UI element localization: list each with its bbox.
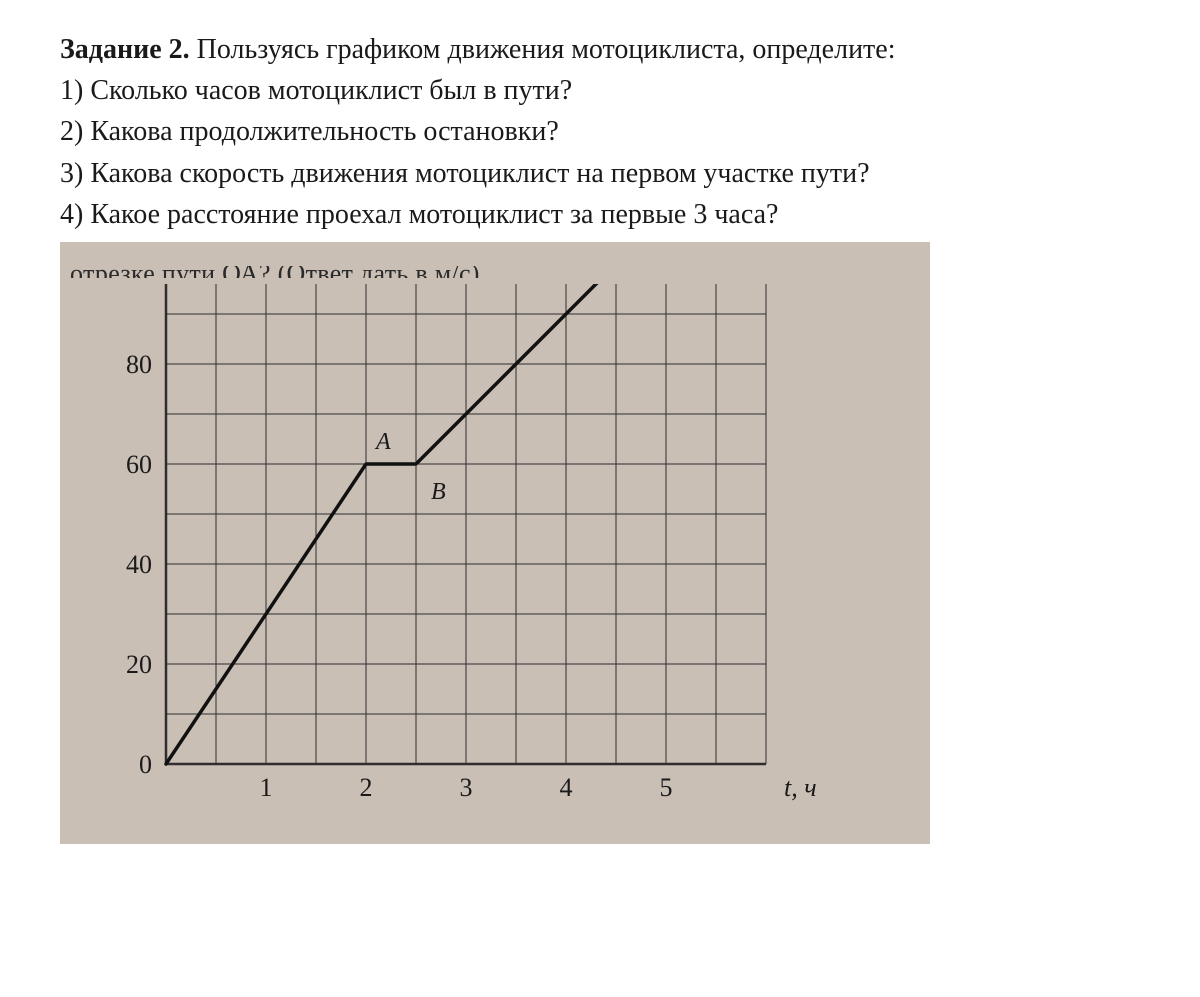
chart-scan-region: отрезке пути ОА? (Ответ дать в м/с). 0 20… bbox=[60, 242, 930, 844]
svg-text:4: 4 bbox=[560, 773, 573, 802]
question-4: 4) Какое расстояние проехал мотоциклист … bbox=[60, 195, 1140, 234]
cropped-previous-line: отрезке пути ОА? (Ответ дать в м/с). bbox=[70, 256, 912, 278]
task-text-block: Задание 2. Пользуясь графиком движения м… bbox=[60, 30, 1140, 234]
motion-chart: 02040608010012345S, кмt, чAB bbox=[70, 284, 910, 824]
task-intro: Пользуясь графиком движения мотоциклиста… bbox=[197, 34, 896, 65]
svg-text:2: 2 bbox=[360, 773, 373, 802]
svg-text:5: 5 bbox=[660, 773, 673, 802]
svg-text:3: 3 bbox=[460, 773, 473, 802]
svg-text:40: 40 bbox=[126, 550, 152, 579]
svg-text:t, ч: t, ч bbox=[784, 773, 817, 802]
svg-text:1: 1 bbox=[260, 773, 273, 802]
task-title: Задание 2. bbox=[60, 34, 190, 65]
question-1: 1) Сколько часов мотоциклист был в пути? bbox=[60, 71, 1140, 110]
svg-text:20: 20 bbox=[126, 650, 152, 679]
question-3: 3) Какова скорость движения мотоциклист … bbox=[60, 154, 1140, 193]
svg-text:A: A bbox=[374, 429, 391, 455]
svg-text:0: 0 bbox=[139, 750, 152, 779]
question-2: 2) Какова продолжительность остановки? bbox=[60, 112, 1140, 151]
svg-text:60: 60 bbox=[126, 450, 152, 479]
svg-text:80: 80 bbox=[126, 350, 152, 379]
svg-text:B: B bbox=[431, 479, 446, 505]
